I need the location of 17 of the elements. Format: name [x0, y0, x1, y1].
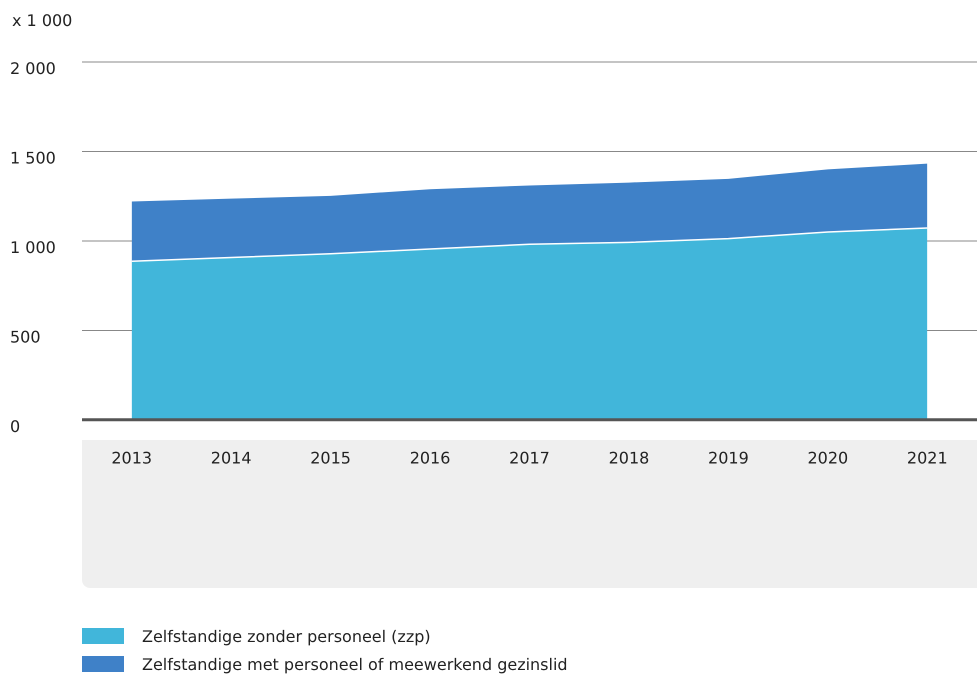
- x-tick-label: 2013: [111, 448, 152, 468]
- x-tick-label: 2021: [906, 448, 948, 468]
- y-tick-label: 2 000: [10, 59, 56, 78]
- x-tick-label: 2017: [509, 448, 550, 468]
- x-tick-label: 2014: [210, 448, 252, 468]
- legend-label: Zelfstandige zonder personeel (zzp): [142, 626, 431, 646]
- y-tick-label: 1 500: [10, 148, 56, 168]
- y-tick-label: 0: [10, 416, 20, 436]
- x-tick-label: 2015: [310, 448, 351, 468]
- x-tick-label: 2016: [410, 448, 450, 468]
- y-tick-label: 500: [10, 328, 41, 347]
- legend-label: Zelfstandige met personeel of meewerkend gezinslid: [142, 654, 568, 674]
- y-axis-title: x 1 000: [12, 11, 72, 30]
- x-tick-label: 2019: [708, 448, 749, 468]
- x-tick-label: 2018: [608, 448, 650, 468]
- x-tick-label: 2020: [807, 448, 848, 468]
- y-tick-label: 1 000: [10, 238, 56, 258]
